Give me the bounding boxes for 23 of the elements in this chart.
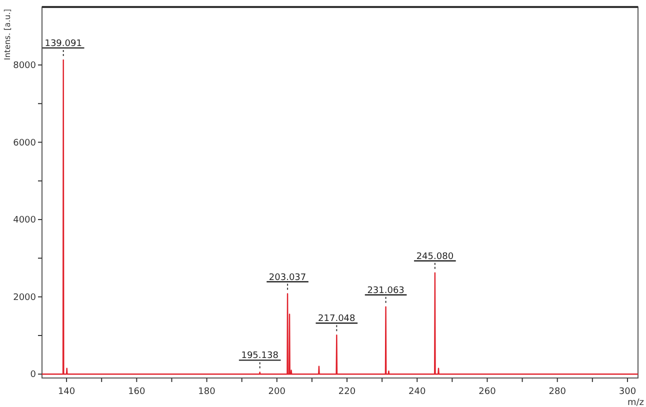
x-tick-label: 260 [478,387,496,397]
annotation: 231.063 [367,286,404,296]
y-tick-label: 4000 [13,216,36,226]
y-tick-label: 6000 [13,138,36,148]
x-tick-label: 200 [268,387,286,397]
x-tick-label: 140 [58,387,76,397]
annotation: 195.138 [241,351,279,362]
x-tick-label: 280 [548,387,566,397]
annotation: 139.091 [44,38,82,49]
y-tick-label: 0 [30,370,36,380]
x-tick-label: 180 [198,387,216,397]
annotation: 217.048 [318,314,356,324]
y-tick-label: 2000 [13,292,36,303]
x-tick-label: 160 [128,387,146,397]
x-axis-title: m/z [627,398,644,407]
annotation: 245.080 [416,252,454,262]
annotation: 203.037 [268,272,306,283]
y-axis-title: Intens. [a.u.] [3,9,12,60]
line-series [41,59,639,375]
x-tick-label: 240 [408,387,426,397]
x-tick-label: 300 [618,387,636,397]
y-tick-label: 8000 [13,60,36,71]
x-tick-label: 220 [338,387,356,397]
